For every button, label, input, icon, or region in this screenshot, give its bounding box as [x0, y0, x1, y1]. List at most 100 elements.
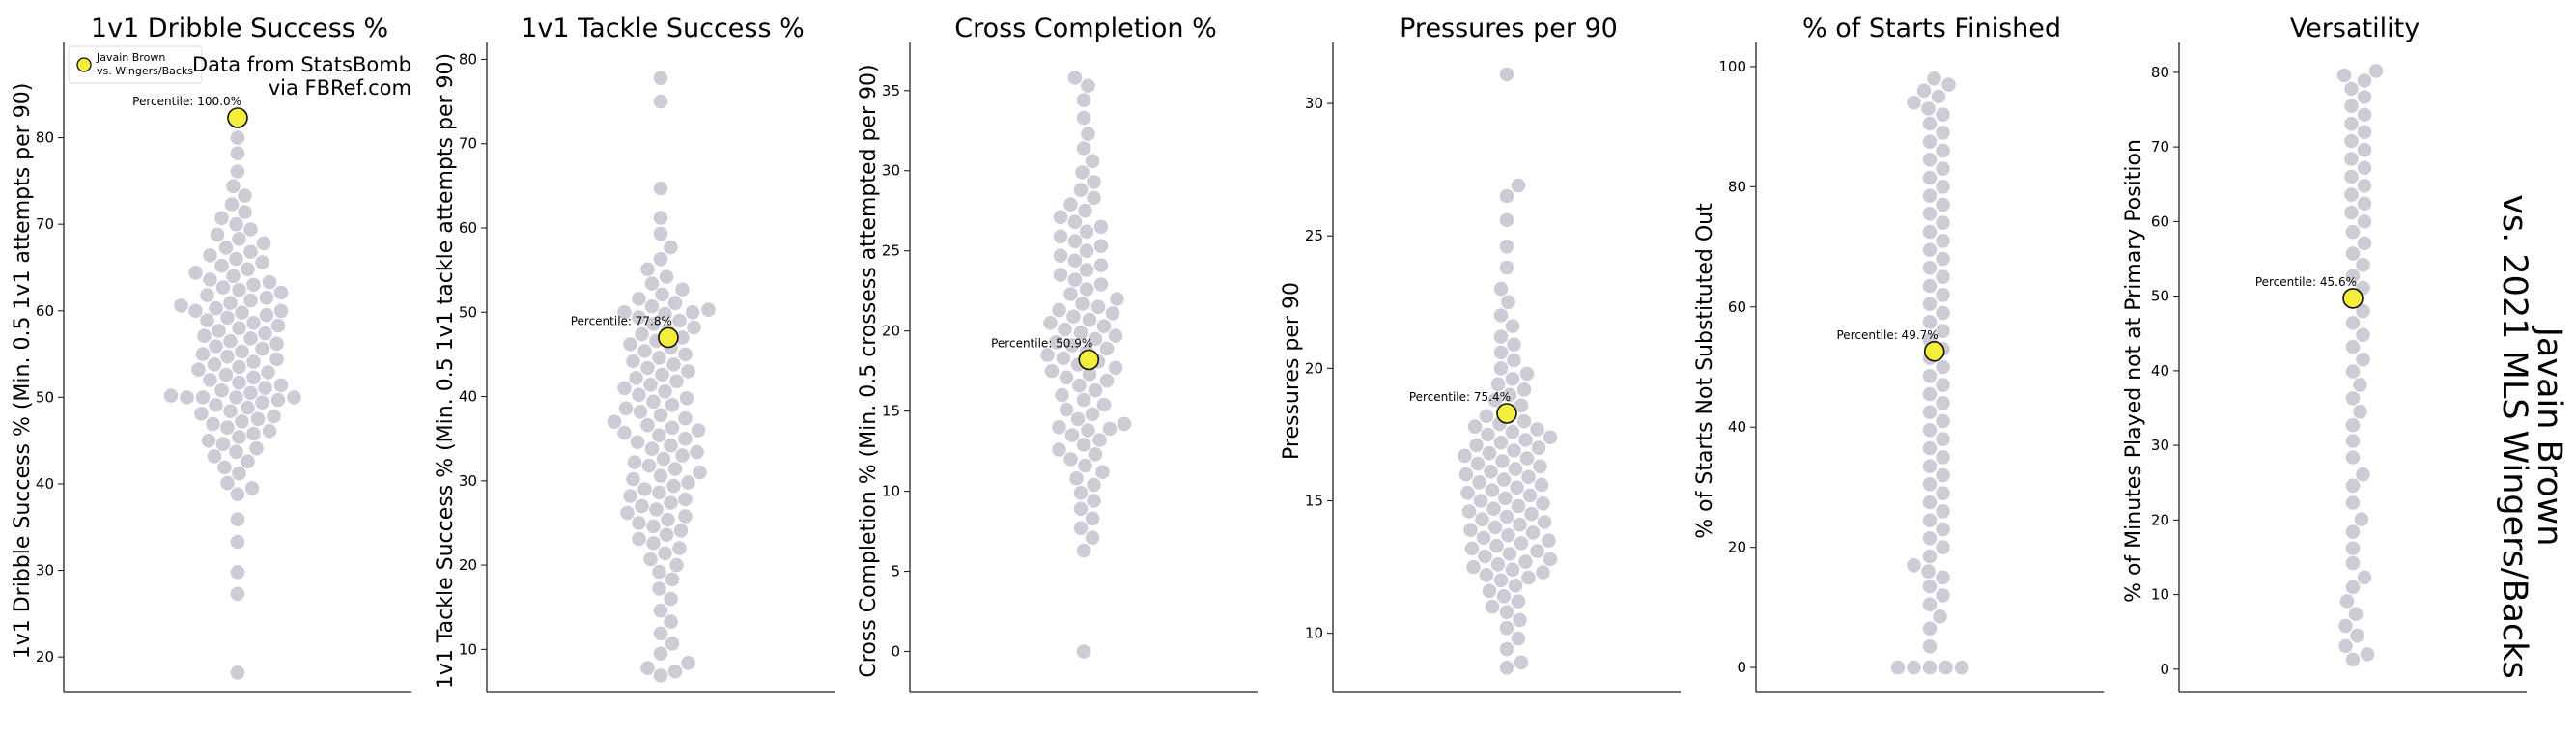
- swarm-point: [644, 441, 660, 457]
- swarm-point: [238, 205, 252, 219]
- swarm-point: [1516, 382, 1532, 397]
- swarm-point: [1493, 308, 1509, 323]
- swarm-point: [1922, 386, 1938, 402]
- y-tick-label: 5: [891, 563, 900, 580]
- swarm-point: [1499, 661, 1514, 675]
- swarm-point: [243, 385, 258, 401]
- swarm-point: [200, 313, 214, 327]
- swarm-point: [1922, 597, 1938, 612]
- percentile-annotation: Percentile: 77.8%: [571, 315, 672, 328]
- swarm-point: [632, 310, 646, 325]
- swarm-point: [665, 398, 680, 412]
- swarm-point: [1467, 419, 1483, 435]
- swarm-point: [1507, 337, 1521, 353]
- swarm-point: [1469, 438, 1484, 453]
- swarm-point: [658, 384, 672, 399]
- swarm-point: [1514, 536, 1529, 551]
- swarm-point: [259, 307, 274, 323]
- highlight-point: Percentile: 100.0%: [132, 95, 248, 128]
- swarm-point: [1073, 486, 1089, 500]
- swarm-point: [1922, 315, 1938, 329]
- panel-title: 1v1 Dribble Success %: [91, 14, 388, 43]
- swarm-point: [1922, 639, 1938, 654]
- swarm-point: [223, 333, 238, 349]
- swarm-point: [678, 509, 693, 524]
- swarm-point: [1482, 445, 1497, 461]
- swarm-point: [2344, 169, 2359, 184]
- swarm-point: [655, 367, 669, 382]
- swarm-point: [1922, 278, 1938, 294]
- swarm-point: [1075, 297, 1090, 311]
- swarm-point: [270, 392, 286, 408]
- swarm-point: [2338, 638, 2353, 654]
- swarm-point: [2345, 434, 2361, 448]
- swarm-point: [1916, 83, 1932, 99]
- swarm-point: [1502, 547, 1517, 561]
- y-tick-label: 20: [882, 323, 900, 340]
- swarm-point: [675, 448, 690, 463]
- swarm-point: [1533, 459, 1547, 474]
- y-tick-label: 10: [882, 483, 900, 500]
- swarm-point: [1936, 359, 1950, 375]
- swarm-point: [635, 326, 649, 342]
- swarm-point: [652, 485, 666, 500]
- swarm-point: [1079, 243, 1094, 258]
- swarm-point: [1505, 372, 1520, 386]
- swarm-point: [664, 240, 678, 255]
- y-tick-label: 20: [2151, 511, 2169, 528]
- highlight-point: Percentile: 50.9%: [991, 337, 1100, 371]
- swarm-point: [195, 347, 211, 361]
- swarm-point: [1936, 269, 1950, 285]
- swarm-point: [1936, 504, 1950, 519]
- panel-versatility: Versatility % of Minutes Played not at P…: [2122, 14, 2527, 693]
- swarm-point: [1936, 522, 1950, 537]
- swarm-point: [258, 381, 272, 395]
- swarm-point: [1458, 467, 1474, 482]
- swarm-point: [180, 390, 194, 405]
- swarm-point: [1108, 328, 1123, 343]
- swarm-point: [2360, 647, 2375, 662]
- swarm-point: [1499, 620, 1514, 636]
- swarm-point: [1093, 219, 1109, 235]
- swarm-point: [2344, 99, 2359, 113]
- swarm-point: [1907, 660, 1921, 675]
- swarm-point: [255, 255, 269, 269]
- swarm-point: [1922, 549, 1938, 564]
- swarm-point: [1922, 531, 1938, 546]
- y-tick-label: 40: [459, 388, 477, 406]
- swarm-point: [1495, 454, 1510, 468]
- swarm-point: [1931, 89, 1946, 104]
- swarm-point: [2357, 179, 2372, 193]
- swarm-point: [246, 277, 261, 293]
- swarm-point: [1088, 382, 1103, 398]
- swarm-point: [1473, 494, 1488, 508]
- swarm-point: [653, 181, 668, 196]
- swarm-point: [246, 354, 261, 369]
- swarm-point: [2350, 628, 2364, 643]
- swarm-point: [1922, 477, 1938, 492]
- swarm-point: [1907, 558, 1921, 573]
- swarm-point: [1508, 579, 1523, 593]
- swarm-point: [1511, 498, 1526, 514]
- swarm-point: [230, 130, 245, 145]
- swarm-point: [210, 227, 225, 242]
- swarm-point: [195, 390, 211, 405]
- swarm-point: [2345, 316, 2361, 330]
- swarm-point: [220, 349, 235, 364]
- swarm-point: [232, 321, 246, 336]
- swarm-point: [618, 401, 634, 416]
- swarm-point: [1927, 71, 1941, 86]
- swarm-point: [287, 390, 301, 405]
- y-axis-label: 1v1 Dribble Success % (Min. 0.5 1v1 atte…: [11, 83, 35, 660]
- data-points: [1890, 71, 1969, 675]
- swarm-point: [617, 381, 632, 396]
- swarm-point: [632, 292, 646, 306]
- swarm-point: [1463, 523, 1478, 537]
- panel-pressures: Pressures per 90 Pressures per 90 10 15 20…: [1280, 14, 1681, 693]
- swarm-point: [2344, 133, 2359, 149]
- axes: 10 20 30 40 50 60 70 80: [459, 42, 835, 693]
- swarm-point: [2356, 467, 2370, 482]
- y-tick-label: 30: [36, 562, 54, 580]
- swarm-point: [626, 354, 640, 369]
- swarm-point: [197, 328, 212, 344]
